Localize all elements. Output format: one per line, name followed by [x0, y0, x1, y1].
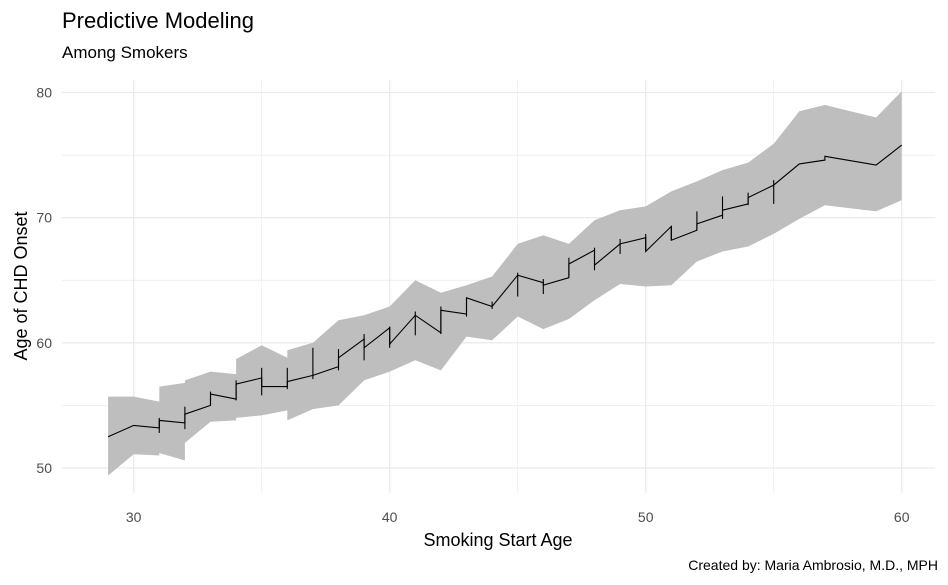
x-tick-label: 60 — [894, 509, 910, 525]
chart-title: Predictive Modeling — [62, 8, 254, 33]
y-tick-label: 50 — [36, 460, 52, 476]
y-axis-ticks: 50 60 70 80 — [36, 85, 52, 476]
confidence-band — [108, 91, 902, 476]
y-tick-label: 70 — [36, 210, 52, 226]
whisker-layer — [158, 180, 775, 433]
y-tick-label: 60 — [36, 335, 52, 351]
x-tick-label: 40 — [382, 509, 398, 525]
x-tick-label: 30 — [126, 509, 142, 525]
confidence-band-layer — [108, 91, 902, 476]
x-axis-title: Smoking Start Age — [423, 530, 572, 550]
chart-subtitle: Among Smokers — [62, 43, 188, 62]
y-axis-title: Age of CHD Onset — [11, 211, 31, 360]
chart-caption: Created by: Maria Ambrosio, M.D., MPH — [688, 557, 938, 573]
y-tick-label: 80 — [36, 85, 52, 101]
x-axis-ticks: 30 40 50 60 — [126, 509, 910, 525]
x-tick-label: 50 — [638, 509, 654, 525]
